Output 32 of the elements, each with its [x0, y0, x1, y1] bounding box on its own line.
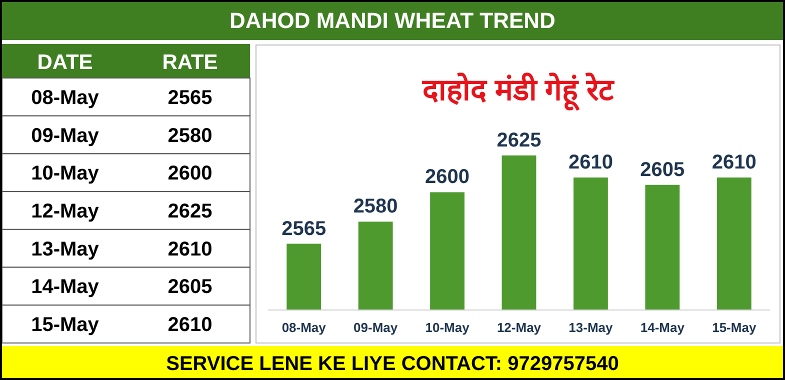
category-label: 13-May [31, 238, 100, 260]
data-label: 2565 [282, 218, 326, 240]
x-tick-label: 15-May [712, 320, 757, 335]
x-tick-label: 12-May [496, 320, 542, 335]
x-tick-label: 14-May [640, 320, 686, 335]
category-label: 08-May [31, 86, 100, 109]
category-label: 10-May [31, 162, 100, 185]
data-label: 2580 [353, 196, 398, 218]
data-label: 2610 [568, 152, 613, 174]
x-tick-label: 13-May [568, 320, 614, 335]
category-label: 09-May [31, 124, 100, 147]
data-label: 2610 [712, 152, 756, 174]
data-label: 2610 [168, 238, 212, 260]
text: दाहोद मंडी गेहूं रेट [421, 72, 616, 111]
text: RATE [162, 51, 218, 74]
data-label: 2565 [168, 86, 212, 109]
category-label: 14-May [31, 276, 100, 298]
data-label: 2625 [496, 129, 542, 152]
text: DATE [37, 51, 93, 74]
chart-title: DAHOD MANDI WHEAT TREND [230, 8, 556, 33]
data-label: 2600 [168, 162, 212, 185]
data-label: 2625 [168, 200, 212, 222]
data-label: 2600 [425, 166, 470, 188]
x-tick-label: 08-May [282, 320, 327, 335]
data-label: 2605 [168, 276, 212, 298]
x-tick-label: 09-May [354, 320, 398, 335]
data-label: 2610 [168, 314, 212, 336]
x-tick-label: 10-May [425, 320, 470, 335]
text: SERVICE LENE KE LIYE CONTACT: 9729757540 [166, 353, 619, 375]
category-label: 12-May [31, 200, 100, 222]
data-label: 2605 [640, 158, 685, 181]
data-label: 2580 [168, 124, 212, 147]
